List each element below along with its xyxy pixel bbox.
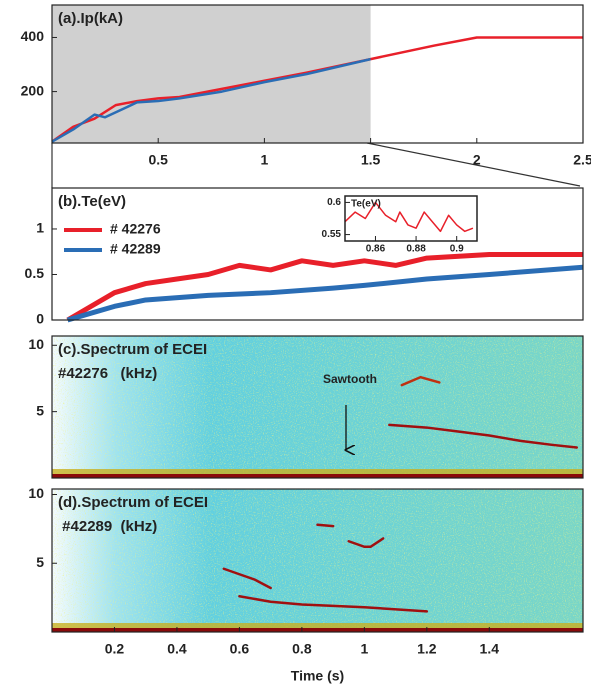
x-tick-label: 0.86: [366, 244, 386, 255]
panel-subtitle: #42276 (kHz): [58, 365, 157, 382]
y-tick-label: 0.55: [322, 229, 342, 240]
low-frequency-band: [52, 474, 583, 478]
highlight-region: [52, 5, 371, 143]
low-frequency-band: [52, 628, 583, 632]
panel-title: (a).Ip(kA): [58, 10, 123, 27]
y-tick-label: 0.6: [327, 197, 341, 208]
x-tick-label: 1: [360, 641, 368, 657]
spectral-ridge: [347, 537, 385, 548]
y-tick-label: 0: [36, 311, 44, 327]
y-tick-label: 200: [21, 82, 45, 98]
spectral-ridge: [316, 523, 335, 528]
y-tick-label: 400: [21, 28, 45, 44]
low-frequency-band: [52, 623, 583, 629]
spectral-ridge: [388, 423, 579, 449]
x-tick-label: 0.4: [167, 641, 187, 657]
panel: 0.55 0.6 0.86 0.88 0.9 Te(eV): [322, 195, 478, 255]
panel-title: (c).Spectrum of ECEI: [58, 341, 207, 358]
x-tick-label: 1.2: [417, 641, 437, 657]
panel-title: (d).Spectrum of ECEI: [58, 494, 208, 511]
x-axis-label: Time (s): [291, 668, 344, 684]
x-tick-label: 2: [473, 152, 481, 168]
spectral-ridge: [222, 567, 272, 590]
y-tick-label: 5: [36, 554, 44, 570]
panel-subtitle: #42289 (kHz): [58, 518, 157, 535]
panel: 200 400 0.5 1 1.5 2 2.5 (a).Ip(kA): [21, 4, 591, 168]
zoom-line: [366, 142, 581, 187]
x-tick-label: 1.5: [361, 152, 381, 168]
axes-frame: [51, 488, 584, 633]
legend-label: # 42289: [110, 241, 161, 257]
x-tick-label: 1.4: [480, 641, 500, 657]
y-tick-label: 10: [28, 336, 44, 352]
panel: 5 10 0.2 0.4 0.6 0.8 1 1.2 1.4 (d).Spectrum of EC…: [28, 485, 584, 684]
legend-label: # 42276: [110, 221, 161, 237]
panel-title: Te(eV): [351, 199, 381, 210]
x-tick-label: 2.5: [573, 152, 591, 168]
x-tick-label: 1: [261, 152, 269, 168]
data-line: [66, 251, 583, 323]
data-line: [66, 264, 584, 323]
low-frequency-band: [52, 469, 583, 475]
axes-frame: [51, 4, 584, 144]
axes-frame: [51, 335, 584, 479]
y-tick-label: 10: [28, 485, 44, 501]
x-tick-label: 0.88: [406, 244, 426, 255]
data-line: [344, 201, 474, 233]
panel: Sawtooth 5 10 (c).Spectrum of ECEI #42276 (k…: [28, 335, 584, 479]
axes-frame: [51, 187, 584, 321]
x-tick-label: 0.9: [450, 244, 464, 255]
plot-area: [345, 196, 477, 241]
spectral-ridge: [238, 595, 429, 613]
axes-frame: [344, 195, 478, 242]
x-tick-label: 0.6: [230, 641, 250, 657]
x-tick-label: 0.8: [292, 641, 312, 657]
panel: 0 0.5 1 (b).Te(eV) # 42276 # 42289: [25, 187, 584, 327]
y-tick-label: 5: [36, 402, 44, 418]
spectrum-noise: [52, 336, 583, 478]
spectrum-noise: [52, 489, 583, 632]
y-tick-label: 0.5: [25, 265, 45, 281]
panel-title: (b).Te(eV): [58, 193, 126, 210]
y-tick-label: 1: [36, 220, 44, 236]
annotation: Sawtooth: [323, 372, 377, 386]
spectral-ridge: [400, 375, 441, 387]
data-line: [51, 57, 371, 143]
x-tick-label: 0.5: [148, 152, 168, 168]
x-tick-label: 0.2: [105, 641, 125, 657]
